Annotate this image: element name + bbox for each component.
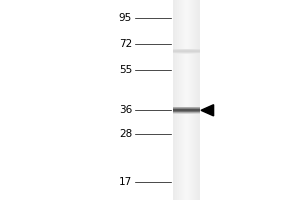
Text: 55: 55 bbox=[119, 65, 132, 75]
Text: 17: 17 bbox=[119, 177, 132, 187]
Text: 72: 72 bbox=[119, 39, 132, 49]
Text: 95: 95 bbox=[119, 13, 132, 23]
Polygon shape bbox=[201, 105, 214, 116]
Text: 36: 36 bbox=[119, 105, 132, 115]
Text: 28: 28 bbox=[119, 129, 132, 139]
